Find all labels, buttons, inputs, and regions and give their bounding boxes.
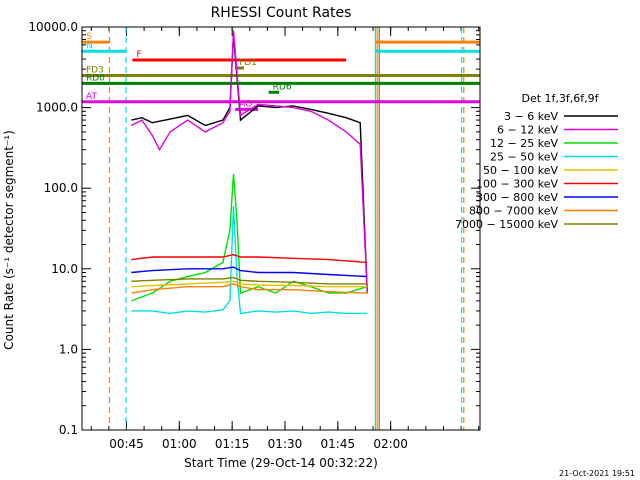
flag-label: RD0 [86,73,105,83]
y-tick-label: 1000.0 [36,101,78,115]
y-axis-label: Count Rate (s⁻¹ detector segment⁻¹) [2,130,16,350]
x-axis-label: Start Time (29-Oct-14 00:32:22) [184,456,378,470]
plot-frame [81,26,481,431]
flag-label: F [136,50,141,60]
series-line-4 [131,206,368,315]
x-tick-label: 00:45 [109,437,144,451]
x-tick-label: 01:00 [162,437,197,451]
legend-label: 800 − 7000 keV [469,205,558,218]
x-tick-label: 01:30 [268,437,303,451]
flag-label: AT [86,92,97,102]
flag-label: N [86,41,93,51]
y-tick-label: 10.0 [51,262,78,276]
series-line-5 [131,280,368,288]
series-line-7 [131,266,368,278]
flag-label: FD3 [86,66,104,76]
y-tick-label: 1.0 [59,342,78,356]
y-tick-label: 10000.0 [28,20,78,34]
series-line-9 [131,276,368,285]
x-tick-label: 01:15 [215,437,250,451]
legend-title: Det 1f,3f,6f,9f [521,92,599,105]
legend-label: 25 − 50 keV [490,151,558,164]
series-line-2 [130,30,368,294]
legend-label: 300 − 800 keV [476,191,558,204]
series-line-8 [131,283,368,294]
x-tick-label: 01:45 [321,437,356,451]
legend-label: 12 − 25 keV [490,137,558,150]
flag-label: FD1 [239,58,257,68]
plot-area: 0.1 1.0 10.0 100.0 1000.0 10000.0 00:45 01:00 01… [28,20,481,451]
flag-label: RD6 [273,82,292,92]
x-tick-label: 02:00 [373,437,408,451]
y-tick-label: 0.1 [59,423,78,437]
legend-label: 50 − 100 keV [483,164,558,177]
flag-label: S [86,32,92,42]
chart-title: RHESSI Count Rates [211,5,352,21]
legend-label: 7000 − 15000 keV [455,218,558,231]
series-line-3 [131,173,368,302]
footer-timestamp: 21-Oct-2021 19:51 [559,469,635,478]
series-line-6 [131,253,368,264]
legend-label: 6 − 12 keV [497,124,558,137]
flag-label: AO [239,99,252,109]
legend-label: 3 − 6 keV [504,110,558,123]
legend-label: 100 − 300 keV [476,178,558,191]
y-tick-label: 100.0 [44,181,78,195]
